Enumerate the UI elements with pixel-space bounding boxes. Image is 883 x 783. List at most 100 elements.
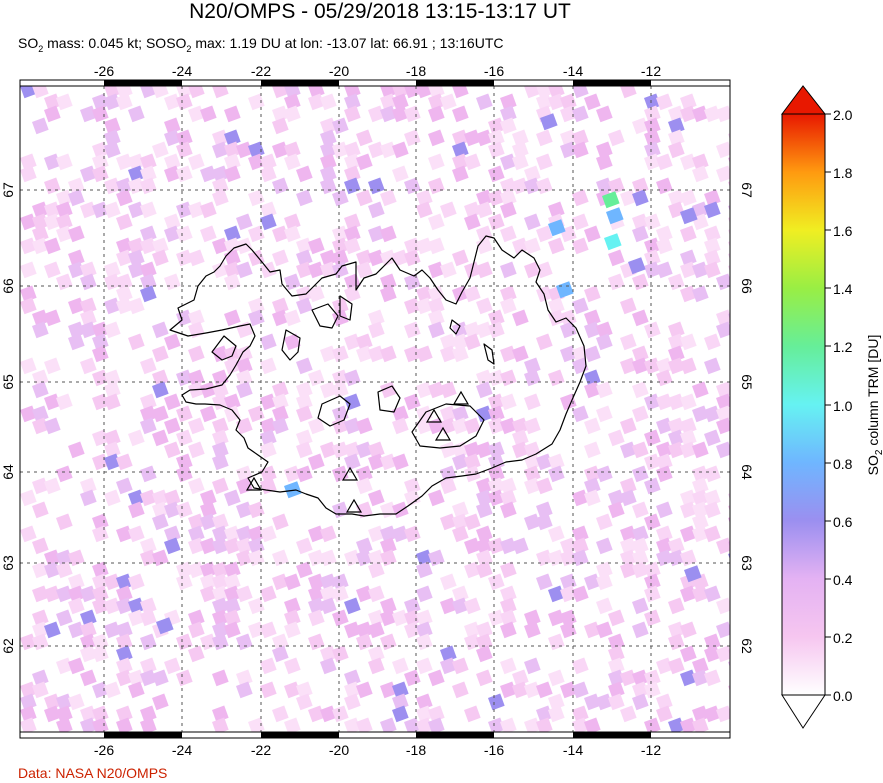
so2-pixel	[235, 525, 253, 543]
so2-pixel	[392, 525, 409, 543]
so2-pixel	[572, 525, 589, 543]
so2-pixel	[476, 633, 493, 651]
so2-pixel	[344, 333, 361, 351]
so2-pixel	[596, 573, 613, 591]
so2-pixel	[188, 345, 205, 363]
so2-pixel	[260, 165, 277, 183]
so2-pixel	[488, 405, 505, 423]
so2-pixel	[92, 681, 109, 699]
so2-pixel	[236, 237, 253, 255]
so2-pixel	[344, 693, 361, 711]
so2-pixel	[547, 669, 565, 687]
so2-pixel	[679, 261, 697, 279]
so2-pixel	[488, 477, 505, 495]
so2-pixel	[320, 141, 337, 159]
so2-pixel	[248, 525, 265, 543]
so2-pixel	[140, 597, 157, 615]
so2-pixel	[224, 585, 241, 603]
so2-pixel	[440, 345, 457, 363]
so2-pixel	[500, 93, 517, 111]
so2-pixel	[140, 465, 157, 483]
so2-pixel	[163, 525, 181, 543]
so2-pixel	[416, 633, 433, 651]
so2-pixel	[572, 537, 589, 555]
so2-pixel	[680, 105, 697, 123]
lon-label: -18	[406, 742, 426, 758]
so2-pixel	[404, 105, 421, 123]
so2-pixel	[608, 681, 625, 699]
so2-pixel	[152, 86, 169, 99]
so2-pixel	[80, 321, 97, 339]
so2-pixel	[92, 141, 109, 159]
so2-pixel	[500, 369, 517, 387]
so2-pixel	[583, 573, 601, 591]
so2-pixel	[307, 93, 325, 111]
so2-pixel	[212, 669, 229, 687]
so2-pixel	[379, 105, 397, 123]
so2-pixel	[487, 165, 505, 183]
so2-pixel	[44, 261, 61, 279]
so2-pixel	[80, 717, 97, 732]
so2-pixel	[188, 513, 205, 531]
so2-pixel	[200, 489, 217, 507]
so2-pixel	[116, 621, 133, 639]
so2-pixel	[152, 693, 169, 711]
so2-pixel	[524, 393, 541, 411]
so2-pixel	[500, 609, 517, 627]
so2-pixel	[20, 285, 37, 303]
so2-pixel	[20, 525, 37, 543]
so2-pixel	[547, 585, 565, 603]
so2-pixel	[512, 441, 529, 459]
so2-pixel	[212, 345, 229, 363]
so2-pixel	[643, 237, 661, 255]
so2-pixel	[428, 177, 445, 195]
so2-pixel	[344, 441, 361, 459]
so2-pixel	[452, 453, 469, 471]
so2-pixel	[224, 273, 241, 291]
so2-pixel	[452, 657, 469, 675]
so2-pixel	[32, 309, 49, 327]
so2-pixel-high	[283, 481, 302, 499]
so2-pixel	[271, 705, 289, 723]
so2-pixel	[68, 585, 85, 603]
so2-pixel	[560, 609, 577, 627]
so2-pixel	[56, 609, 73, 627]
so2-pixel	[368, 441, 385, 459]
so2-pixel	[20, 705, 37, 723]
so2-pixel	[56, 693, 73, 711]
so2-pixel	[164, 333, 181, 351]
so2-pixel	[356, 153, 373, 171]
so2-pixel	[656, 465, 673, 483]
so2-pixel	[248, 597, 265, 615]
so2-pixel	[524, 261, 541, 279]
so2-pixel	[271, 297, 289, 315]
so2-pixel	[20, 357, 37, 375]
so2-pixel	[332, 141, 349, 159]
so2-pixel	[452, 417, 469, 435]
so2-pixel	[104, 141, 121, 159]
so2-pixel	[500, 393, 517, 411]
so2-pixel	[560, 573, 577, 591]
so2-pixel	[199, 573, 217, 591]
so2-pixel	[679, 93, 697, 111]
so2-pixel	[56, 561, 73, 579]
so2-pixel	[608, 609, 625, 627]
so2-pixel	[500, 585, 517, 603]
so2-pixel	[571, 405, 589, 423]
so2-pixel	[632, 693, 649, 711]
so2-pixel	[692, 441, 709, 459]
so2-pixel	[692, 405, 709, 423]
so2-pixel	[428, 93, 445, 111]
so2-pixel	[452, 86, 469, 99]
so2-pixel	[452, 249, 469, 267]
so2-pixel	[212, 417, 229, 435]
so2-pixel	[536, 177, 553, 195]
so2-pixel	[260, 201, 277, 219]
so2-pixel	[476, 225, 493, 243]
so2-pixel	[343, 369, 361, 387]
so2-pixel	[368, 105, 385, 123]
so2-pixel	[332, 441, 349, 459]
so2-pixel	[679, 249, 697, 267]
so2-pixel	[680, 585, 697, 603]
so2-pixel	[632, 117, 649, 135]
